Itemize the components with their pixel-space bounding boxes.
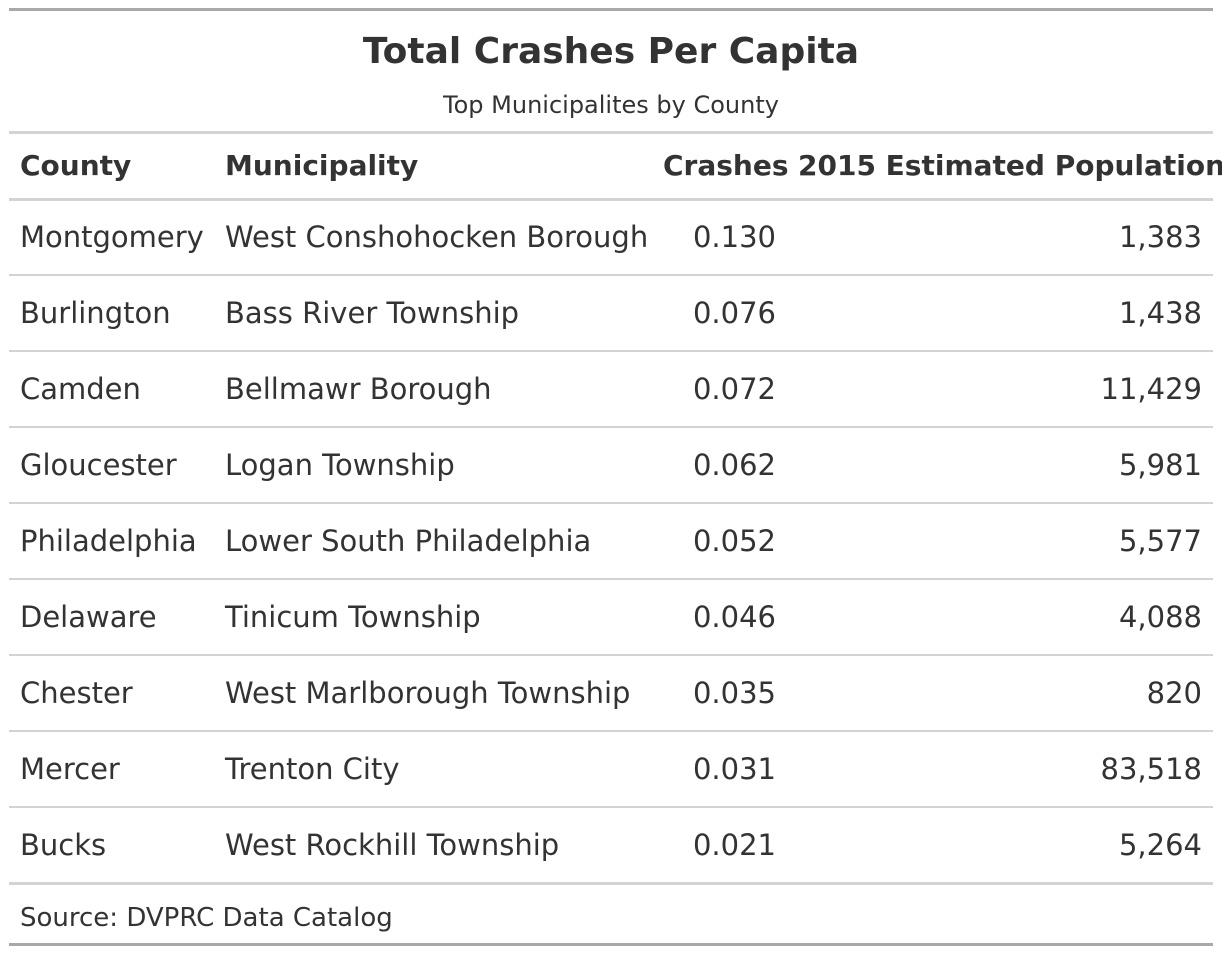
table-row: Chester West Marlborough Township 0.035 … — [9, 654, 1213, 731]
column-header-population: 2015 Estimated Population — [787, 134, 1222, 201]
population-cell: 1,383 — [1118, 220, 1202, 255]
municipality-cell: West Rockhill Township — [214, 806, 652, 885]
header-row: County Municipality Crashes 2015 Estimat… — [9, 134, 1222, 201]
table-row: Philadelphia Lower South Philadelphia 0.… — [9, 502, 1213, 579]
crashes-cell: 0.076 — [652, 274, 787, 351]
table-subtitle: Top Municipalites by County — [443, 91, 779, 119]
county-cell: Mercer — [9, 730, 214, 807]
crashes-cell: 0.031 — [652, 730, 787, 807]
table-row: Bucks West Rockhill Township 0.021 5,264 — [9, 806, 1213, 885]
table-row: Montgomery West Conshohocken Borough 0.1… — [9, 199, 1213, 275]
crashes-cell: 0.035 — [652, 654, 787, 731]
table-title: Total Crashes Per Capita — [362, 31, 860, 72]
county-cell: Philadelphia — [9, 502, 214, 579]
crash-table-container: Total Crashes Per Capita Top Municipalit… — [9, 8, 1222, 946]
crashes-cell: 0.130 — [692, 220, 776, 255]
table-row: Mercer Trenton City 0.031 83,518 — [9, 730, 1213, 807]
population-cell: 5,577 — [787, 502, 1213, 579]
municipality-cell: Tinicum Township — [214, 578, 652, 655]
population-cell: 5,264 — [787, 806, 1213, 885]
table-row: Burlington Bass River Township 0.076 1,4… — [9, 274, 1213, 351]
column-header-crashes: Crashes — [652, 134, 789, 201]
source-note: Source: DVPRC Data Catalog — [20, 903, 393, 933]
county-cell: Bucks — [9, 806, 214, 885]
county-cell: Montgomery — [20, 220, 204, 255]
population-cell: 4,088 — [787, 578, 1213, 655]
table-row: Gloucester Logan Township 0.062 5,981 — [9, 426, 1213, 503]
crashes-cell: 0.052 — [652, 502, 787, 579]
column-header-municipality: Municipality — [214, 134, 652, 201]
population-cell: 5,981 — [787, 426, 1213, 503]
municipality-cell: Bass River Township — [214, 274, 652, 351]
municipality-cell: Trenton City — [214, 730, 652, 807]
municipality-cell: Bellmawr Borough — [214, 350, 652, 427]
crashes-cell: 0.021 — [652, 806, 787, 885]
population-cell: 11,429 — [787, 350, 1213, 427]
municipality-cell: Logan Township — [214, 426, 652, 503]
crashes-cell: 0.072 — [652, 350, 787, 427]
county-cell: Chester — [9, 654, 214, 731]
county-cell: Delaware — [9, 578, 214, 655]
crash-data-table: County Municipality Crashes 2015 Estimat… — [9, 134, 1222, 885]
table-row: Camden Bellmawr Borough 0.072 11,429 — [9, 350, 1213, 427]
county-cell: Camden — [9, 350, 214, 427]
municipality-cell: Lower South Philadelphia — [214, 502, 652, 579]
population-cell: 820 — [787, 654, 1213, 731]
population-cell: 83,518 — [787, 730, 1213, 807]
county-cell: Gloucester — [9, 426, 214, 503]
population-cell: 1,438 — [787, 274, 1213, 351]
crashes-cell: 0.046 — [652, 578, 787, 655]
heading-divider — [9, 131, 1213, 134]
column-header-county: County — [9, 134, 214, 201]
municipality-cell: West Marlborough Township — [214, 654, 652, 731]
table-row: Delaware Tinicum Township 0.046 4,088 — [9, 578, 1213, 655]
municipality-cell: West Conshohocken Borough — [225, 220, 649, 255]
crashes-cell: 0.062 — [652, 426, 787, 503]
county-cell: Burlington — [9, 274, 214, 351]
